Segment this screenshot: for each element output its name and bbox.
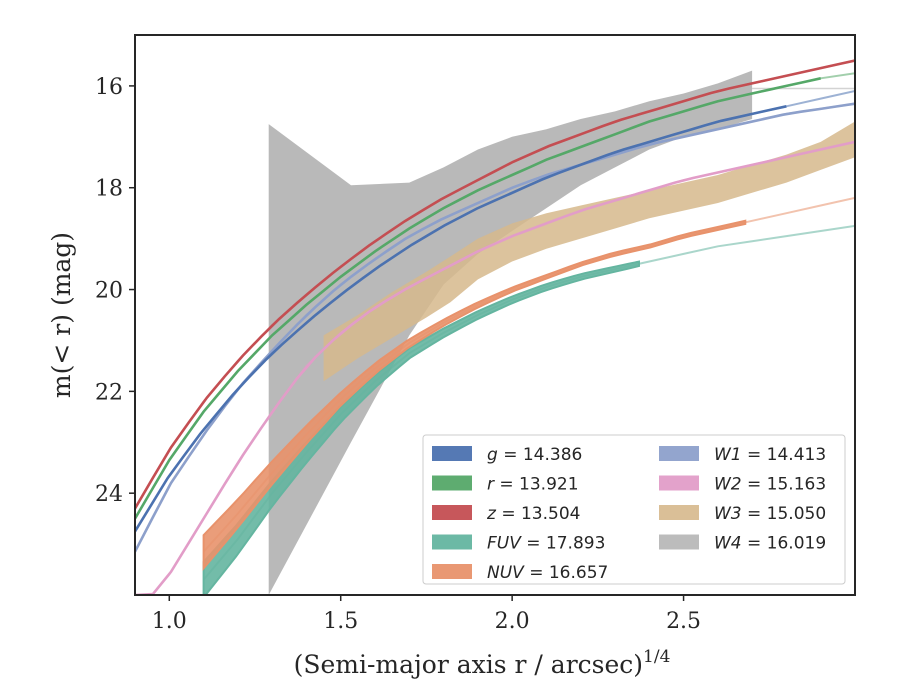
legend-label-z: z = 13.504	[486, 504, 580, 524]
series-r-measured	[135, 77, 821, 520]
y-tick-label: 22	[95, 380, 123, 405]
legend-label-g: g = 14.386	[487, 445, 582, 465]
legend-entry-w4: W4 = 16.019	[659, 534, 826, 554]
legend-swatch-w1	[659, 446, 699, 461]
legend-label-w4: W4 = 16.019	[714, 534, 826, 554]
x-tick-label: 1.0	[152, 609, 187, 634]
legend-entry-fuv: FUV = 17.893	[432, 534, 605, 554]
legend-swatch-w4	[659, 534, 699, 550]
y-axis-label: m(< r) (mag)	[47, 232, 76, 398]
x-tick-label: 1.5	[323, 609, 358, 634]
x-axis-label: (Semi-major axis r / arcsec)1/4	[294, 647, 671, 679]
y-tick-label: 16	[95, 75, 123, 100]
series-layer	[135, 59, 855, 595]
series-nuv-measured	[202, 219, 747, 572]
legend-entry-g: g = 14.386	[432, 445, 582, 465]
plot-frame	[134, 34, 856, 596]
legend-swatch-fuv	[432, 534, 472, 550]
series-g-measured	[135, 105, 787, 533]
y-tick-label: 24	[95, 482, 123, 507]
y-tick-label: 20	[95, 279, 123, 304]
legend-swatch-w3	[659, 505, 699, 520]
series-z-measured	[135, 59, 855, 510]
legend-label-nuv: NUV = 16.657	[487, 563, 608, 583]
legend-entry-r: r = 13.921	[432, 475, 579, 495]
legend-entry-w3: W3 = 15.050	[659, 504, 826, 524]
legend-frame	[422, 434, 846, 585]
legend-swatch-w2	[659, 475, 699, 491]
legend-entry-w2: W2 = 15.163	[659, 475, 826, 495]
legend-entry-z: z = 13.504	[432, 504, 580, 524]
legend-entry-nuv: NUV = 16.657	[432, 563, 608, 583]
legend-swatch-r	[432, 475, 472, 491]
legend-swatch-g	[432, 446, 472, 461]
legend: g = 14.386 r = 13.921 z = 13.504 FUV = 17.8…	[422, 434, 846, 585]
legend-label-w3: W3 = 15.050	[714, 504, 826, 524]
x-tick-label: 2.5	[666, 609, 701, 634]
series-w2-measured	[135, 140, 855, 595]
legend-label-w2: W2 = 15.163	[714, 475, 826, 495]
series-w4-band	[268, 70, 753, 595]
legend-swatch-nuv	[432, 564, 472, 579]
legend-label-fuv: FUV = 17.893	[487, 534, 605, 554]
axis-layer: 1.0 1.5 2.0 2.5 16 18 20 22 24	[95, 75, 701, 634]
legend-label-w1: W1 = 14.413	[714, 445, 826, 465]
x-axis-label-exponent: 1/4	[643, 647, 670, 667]
y-tick-label: 18	[95, 177, 123, 202]
legend-label-r: r = 13.921	[487, 475, 579, 495]
x-tick-label: 2.0	[495, 609, 530, 634]
legend-swatch-z	[432, 505, 472, 520]
series-w3-band	[323, 121, 855, 382]
legend-entry-w1: W1 = 14.413	[659, 445, 826, 465]
